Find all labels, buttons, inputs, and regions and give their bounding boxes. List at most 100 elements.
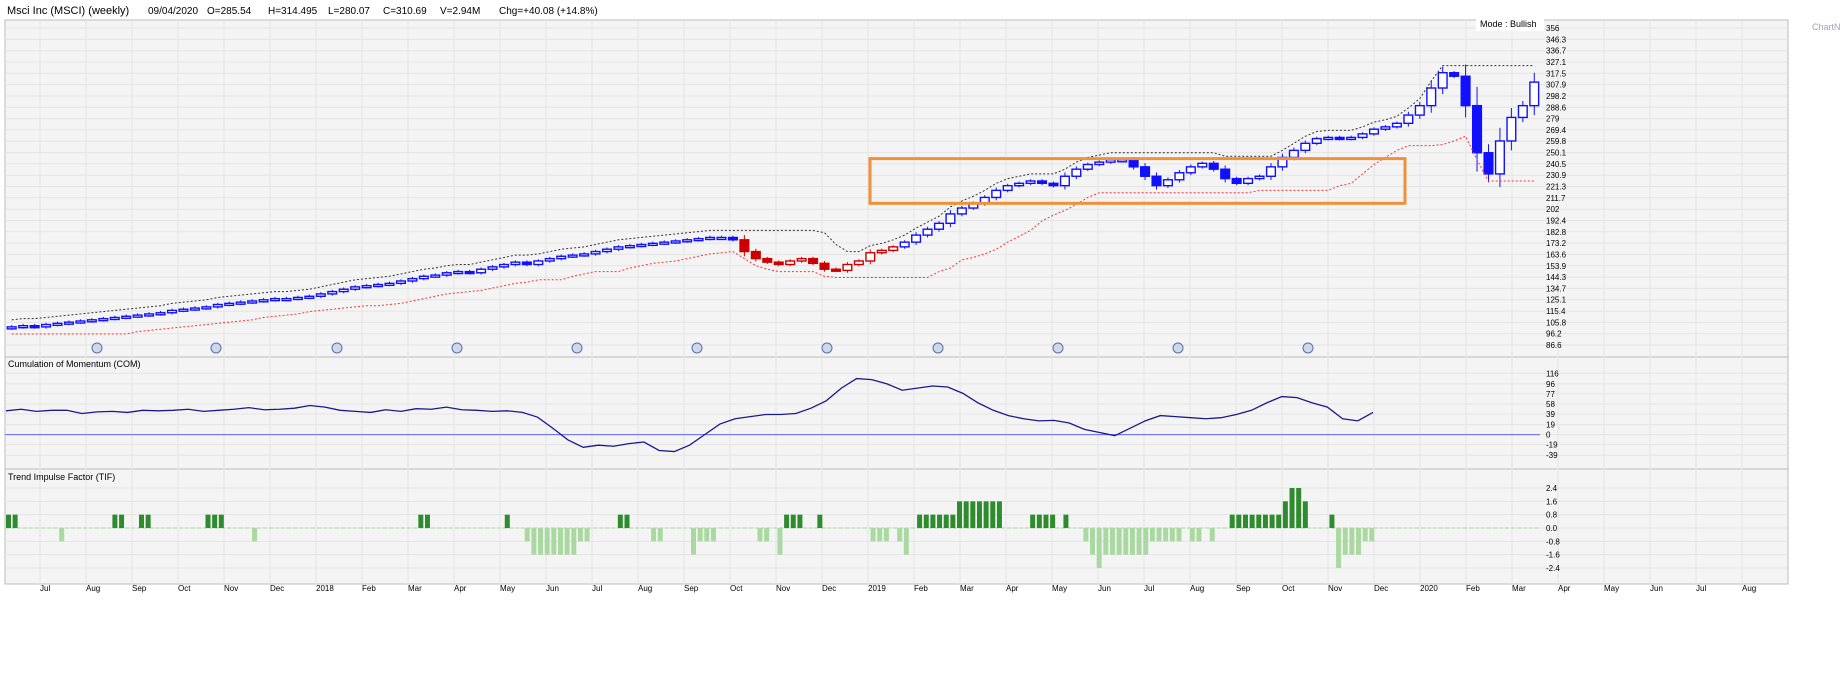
tif-bar [617, 514, 623, 528]
candle-body [716, 236, 727, 241]
time-tick-label: Aug [1742, 584, 1756, 593]
com-tick-label: 58 [1546, 400, 1555, 409]
tif-bar [145, 514, 151, 528]
price-tick-label: 182.8 [1546, 228, 1567, 237]
event-marker-icon [691, 342, 703, 354]
event-marker-icon [1052, 342, 1064, 354]
tif-bar [784, 514, 790, 528]
candle-body [350, 286, 361, 290]
candle-body [224, 302, 235, 307]
tif-bar [1242, 514, 1248, 528]
candle-body [636, 243, 647, 248]
candle-body [1357, 133, 1368, 139]
com-tick-label: 19 [1546, 421, 1555, 430]
candle-body [361, 284, 372, 289]
tif-bar [797, 514, 803, 528]
candle-body [1082, 163, 1093, 170]
tif-bar [1083, 528, 1089, 542]
header-high: H=314.495 [268, 6, 318, 17]
com-tick-label: 0 [1546, 431, 1551, 440]
grid [5, 20, 1788, 584]
time-tick-label: Nov [1328, 584, 1342, 593]
candle-body [1243, 177, 1254, 185]
tif-bar [1030, 514, 1036, 528]
candle-body [750, 250, 761, 260]
candle-body [201, 306, 212, 310]
tif-bar [112, 514, 118, 528]
tif-bar [551, 528, 557, 555]
tif-bar [1302, 501, 1308, 528]
candle-body [98, 317, 109, 322]
candle-body [1002, 184, 1013, 192]
price-tick-label: 288.6 [1546, 103, 1567, 112]
time-tick-label: Jul [40, 584, 50, 593]
candle-body [327, 290, 338, 295]
highlight-box [868, 157, 1407, 205]
tif-bar [1362, 528, 1368, 542]
tif-tick-label: -1.6 [1546, 551, 1560, 560]
event-marker-icon [451, 342, 463, 354]
tif-bar [584, 528, 590, 542]
tif-bar [1336, 528, 1342, 568]
candle-body [63, 321, 75, 325]
tif-bar [651, 528, 657, 542]
tif-bar [538, 528, 544, 555]
candle-body [166, 309, 178, 314]
candle-body [1449, 72, 1460, 77]
candle-body [762, 257, 773, 263]
time-tick-label: Feb [362, 584, 376, 593]
tif-bar [12, 514, 18, 528]
header-date: 09/04/2020 [148, 6, 198, 17]
price-tick-label: 144.3 [1546, 273, 1567, 282]
price-tick-label: 307.9 [1546, 81, 1567, 90]
candle-body [659, 241, 670, 245]
candle-body [18, 325, 29, 329]
candle-body [384, 282, 395, 287]
tif-bar [983, 501, 989, 528]
time-tick-label: Dec [822, 584, 836, 593]
header-close: C=310.69 [383, 6, 427, 17]
candle-body [121, 315, 132, 319]
candle-body [590, 250, 601, 255]
candle-body [476, 268, 487, 274]
candle-body [373, 283, 384, 288]
com-panel [4, 356, 1789, 470]
candle-body [521, 261, 532, 266]
tif-bar [877, 528, 883, 542]
tif-bar [205, 514, 211, 528]
tif-bar [418, 514, 424, 528]
candle-body [281, 297, 292, 302]
candle-body [178, 308, 189, 312]
tif-bar [943, 514, 949, 528]
tif-bar [544, 528, 550, 555]
candle-body [1128, 159, 1139, 168]
tif-bar [697, 528, 703, 542]
event-marker-icon [331, 342, 343, 354]
candle-body [933, 222, 945, 230]
candle-body [567, 254, 578, 258]
tif-bar [1043, 514, 1049, 528]
time-tick-label: Nov [224, 584, 238, 593]
tif-bar [777, 528, 783, 555]
candle-body [1036, 180, 1048, 185]
candle-body [1151, 175, 1162, 187]
header-volume: V=2.94M [440, 6, 480, 17]
time-tick-label: Jul [1696, 584, 1706, 593]
candle-body [1529, 81, 1540, 107]
time-tick-label: Dec [270, 584, 284, 593]
upper-stop-line [11, 65, 1535, 321]
time-tick-label: May [1052, 584, 1067, 593]
price-tick-label: 221.3 [1546, 183, 1567, 192]
candle-body [395, 280, 406, 285]
com-series [5, 377, 1540, 453]
price-tick-label: 346.3 [1546, 35, 1567, 44]
candle-body [1311, 137, 1322, 145]
candle-body [945, 213, 956, 225]
candle-body [876, 249, 887, 254]
time-tick-label: Sep [684, 584, 699, 593]
tif-bar [1123, 528, 1129, 555]
price-tick-label: 317.5 [1546, 69, 1567, 78]
candle-body [1174, 172, 1185, 181]
time-tick-label: May [1604, 584, 1619, 593]
